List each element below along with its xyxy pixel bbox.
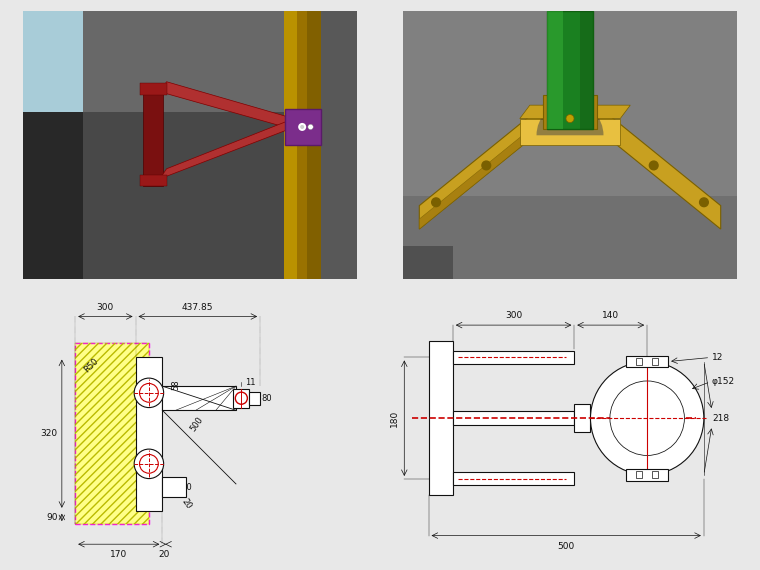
- Text: 300: 300: [505, 311, 522, 320]
- Polygon shape: [283, 11, 321, 279]
- Bar: [453, 411, 575, 425]
- Circle shape: [300, 125, 304, 129]
- Circle shape: [140, 454, 158, 473]
- Text: 20: 20: [179, 497, 193, 511]
- Polygon shape: [307, 11, 321, 279]
- Polygon shape: [520, 119, 620, 145]
- Text: 20: 20: [159, 549, 170, 559]
- Bar: [652, 358, 658, 365]
- Circle shape: [298, 123, 306, 131]
- Text: 500: 500: [558, 542, 575, 551]
- Polygon shape: [546, 11, 594, 129]
- Text: 12: 12: [712, 353, 724, 362]
- Bar: [233, 389, 249, 408]
- Polygon shape: [403, 196, 737, 279]
- Polygon shape: [83, 112, 290, 279]
- Text: 320: 320: [41, 429, 58, 438]
- Text: 140: 140: [602, 311, 619, 320]
- Text: 90: 90: [46, 513, 58, 522]
- Bar: [135, 357, 163, 511]
- Circle shape: [482, 161, 491, 170]
- Bar: [429, 341, 453, 495]
- Polygon shape: [23, 11, 83, 112]
- Polygon shape: [160, 119, 294, 179]
- Polygon shape: [140, 83, 166, 95]
- Text: 100: 100: [176, 483, 192, 492]
- Text: 170: 170: [110, 549, 128, 559]
- Circle shape: [610, 381, 685, 455]
- Bar: [626, 356, 668, 367]
- Polygon shape: [597, 105, 720, 229]
- Bar: [249, 392, 260, 405]
- Bar: [163, 477, 186, 497]
- Bar: [75, 343, 149, 524]
- Polygon shape: [143, 85, 163, 186]
- Polygon shape: [420, 119, 543, 229]
- Circle shape: [566, 115, 574, 123]
- Text: 218: 218: [712, 414, 729, 423]
- Circle shape: [135, 449, 163, 479]
- Text: 500: 500: [189, 414, 205, 433]
- Bar: [163, 386, 236, 410]
- Bar: [636, 471, 642, 478]
- Bar: [636, 358, 642, 365]
- Text: 300: 300: [97, 303, 114, 312]
- Polygon shape: [23, 11, 357, 279]
- Polygon shape: [140, 176, 166, 186]
- Circle shape: [236, 392, 247, 404]
- Polygon shape: [160, 82, 294, 129]
- Polygon shape: [403, 11, 737, 279]
- Circle shape: [700, 198, 708, 207]
- Text: 180: 180: [391, 410, 400, 427]
- Bar: [652, 471, 658, 478]
- Text: R50: R50: [82, 357, 100, 374]
- Polygon shape: [420, 105, 543, 229]
- Text: 80: 80: [261, 394, 272, 402]
- Bar: [453, 351, 575, 364]
- Bar: [626, 469, 668, 481]
- Polygon shape: [580, 11, 594, 129]
- Bar: [453, 473, 575, 486]
- Text: 58: 58: [172, 380, 181, 390]
- Polygon shape: [520, 105, 630, 119]
- Polygon shape: [543, 95, 597, 129]
- Polygon shape: [286, 108, 321, 145]
- Circle shape: [591, 361, 704, 475]
- Circle shape: [649, 161, 658, 170]
- Circle shape: [140, 384, 158, 402]
- Text: 437.85: 437.85: [182, 303, 214, 312]
- Circle shape: [308, 124, 313, 129]
- Text: φ152: φ152: [712, 377, 735, 386]
- Text: 11: 11: [245, 378, 256, 387]
- Bar: [575, 405, 591, 432]
- Polygon shape: [23, 112, 83, 279]
- Polygon shape: [283, 11, 297, 279]
- Polygon shape: [83, 11, 290, 112]
- Polygon shape: [546, 11, 563, 129]
- Circle shape: [432, 198, 440, 207]
- Bar: [75, 343, 149, 524]
- Circle shape: [135, 378, 163, 408]
- Wedge shape: [537, 102, 603, 135]
- Polygon shape: [403, 246, 453, 279]
